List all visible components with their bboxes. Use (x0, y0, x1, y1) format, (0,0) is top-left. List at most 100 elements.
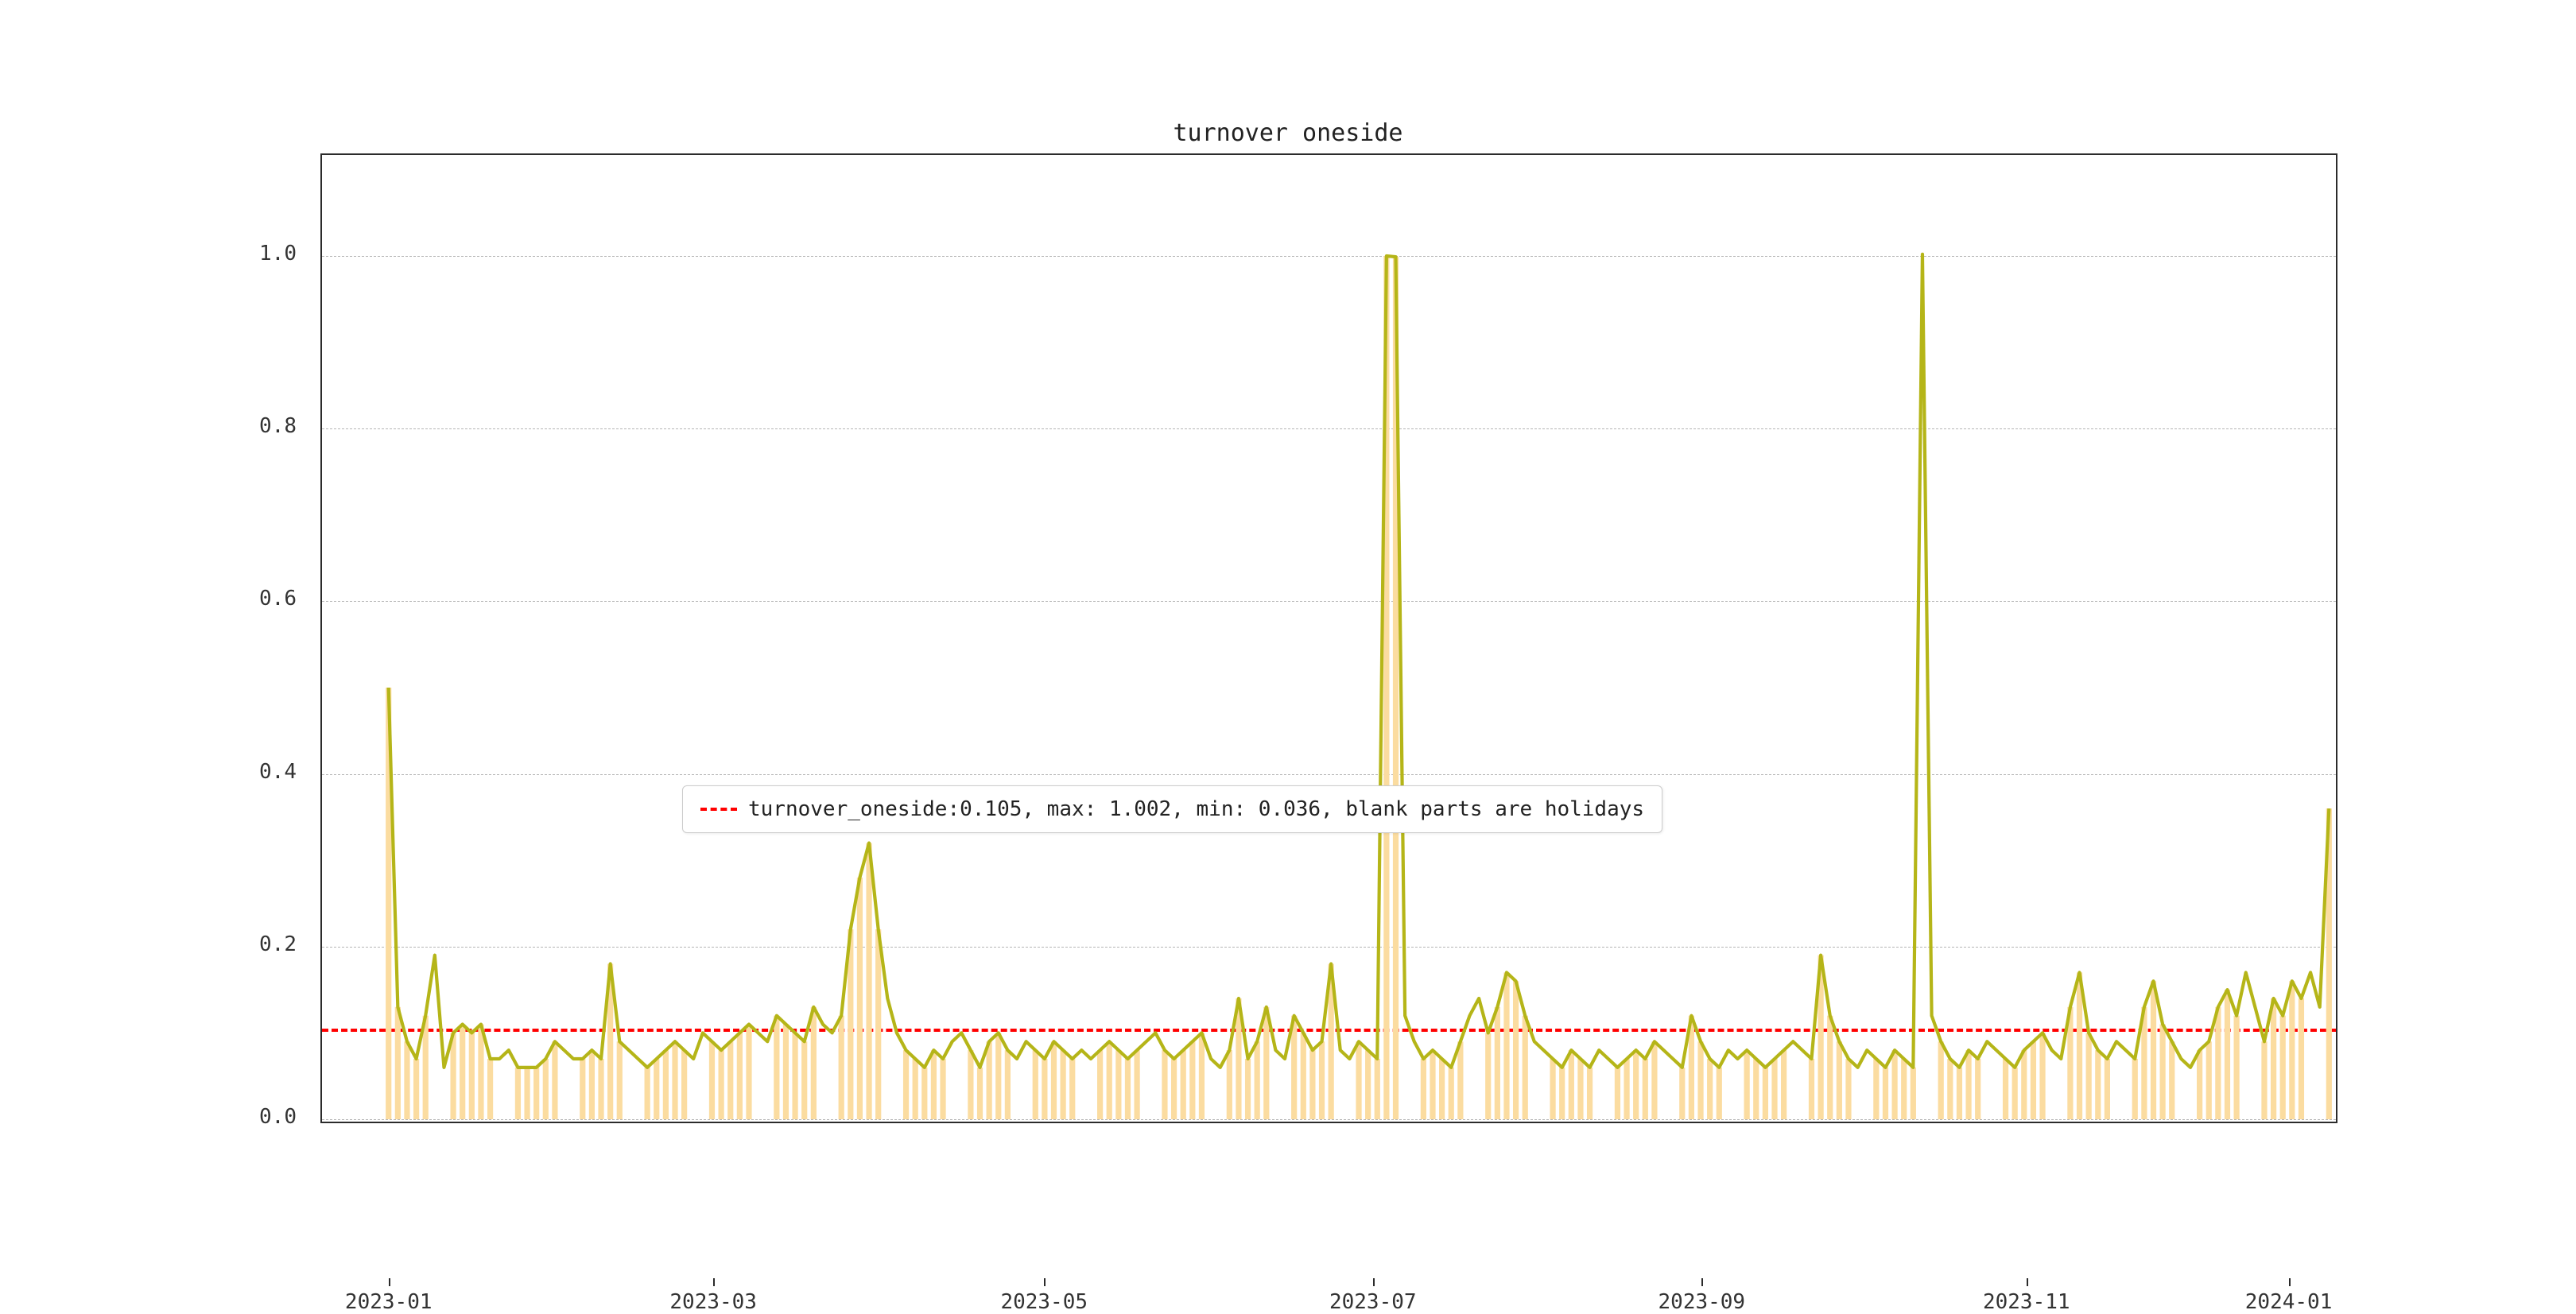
turnover-bar (580, 1059, 585, 1119)
turnover-bar (1873, 1059, 1879, 1119)
turnover-bar (1495, 1007, 1500, 1119)
turnover-bar (1503, 972, 1509, 1119)
turnover-bar (1911, 1068, 1916, 1119)
turnover-bar (1115, 1050, 1121, 1119)
turnover-bar (719, 1050, 724, 1119)
turnover-bar (2197, 1050, 2202, 1119)
turnover-bar (1301, 1033, 1306, 1119)
turnover-bar (2021, 1050, 2027, 1119)
turnover-bar (1679, 1068, 1685, 1119)
turnover-bar (681, 1050, 687, 1119)
turnover-bar (1125, 1059, 1131, 1119)
turnover-bar (1947, 1059, 1953, 1119)
turnover-bar (977, 1068, 983, 1119)
turnover-bar (1753, 1059, 1759, 1119)
turnover-bar (1771, 1059, 1777, 1119)
turnover-bar (1162, 1050, 1167, 1119)
turnover-bar (1845, 1059, 1851, 1119)
turnover-bar (1569, 1050, 1574, 1119)
turnover-bar (2215, 1007, 2221, 1119)
turnover-bar (1061, 1050, 1066, 1119)
turnover-bar (1365, 1050, 1371, 1119)
turnover-bar (2031, 1041, 2036, 1119)
turnover-bar (1181, 1050, 1186, 1119)
turnover-bar (589, 1050, 595, 1119)
turnover-bar (2151, 981, 2156, 1119)
turnover-bar (404, 1041, 409, 1119)
x-tick-label-2023-03: 2023-03 (669, 1290, 757, 1314)
turnover-bar (2086, 1033, 2092, 1119)
turnover-bar (801, 1041, 807, 1119)
turnover-bar (1069, 1059, 1075, 1119)
turnover-bar (774, 1016, 779, 1119)
turnover-bar (1643, 1059, 1648, 1119)
turnover-bar (1449, 1068, 1454, 1119)
turnover-bar (1430, 1050, 1435, 1119)
turnover-bar (1227, 1050, 1232, 1119)
turnover-bar (1651, 1041, 1657, 1119)
turnover-bar (1097, 1050, 1103, 1119)
turnover-bar (709, 1041, 715, 1119)
turnover-bar (1485, 1033, 1491, 1119)
turnover-bar (857, 878, 863, 1119)
turnover-bar (913, 1059, 918, 1119)
turnover-bar (2105, 1059, 2110, 1119)
turnover-bar (2206, 1041, 2212, 1119)
turnover-bar (2003, 1059, 2008, 1119)
y-tick-label-0.8: 0.8 (225, 414, 297, 438)
turnover-bar (2132, 1059, 2138, 1119)
turnover-bar (1356, 1041, 1361, 1119)
turnover-bar (737, 1033, 743, 1119)
turnover-bar (617, 1041, 623, 1119)
plot-area: 0.0 0.2 0.4 0.6 0.8 1.0 turnover_oneside:0.10… (320, 153, 2337, 1123)
turnover-bar (2095, 1050, 2101, 1119)
x-tick-mark (1044, 1278, 1046, 1286)
turnover-bar (487, 1059, 493, 1119)
turnover-bar (1375, 1059, 1380, 1119)
turnover-bar (2160, 1025, 2166, 1119)
turnover-bar (2289, 981, 2295, 1119)
turnover-bar (1883, 1068, 1888, 1119)
legend-text: turnover_oneside:0.105, max: 1.002, min:… (748, 797, 1644, 821)
x-tick-mark (1373, 1278, 1375, 1286)
turnover-bar (543, 1059, 549, 1119)
x-tick-mark (2289, 1278, 2291, 1286)
turnover-bar (1171, 1059, 1177, 1119)
legend-box: turnover_oneside:0.105, max: 1.002, min:… (682, 785, 1662, 833)
x-tick-label-2023-07: 2023-07 (1329, 1290, 1417, 1314)
turnover-bar (533, 1068, 539, 1119)
turnover-bar (524, 1068, 530, 1119)
turnover-bar (1577, 1059, 1583, 1119)
turnover-bar (2299, 998, 2304, 1119)
x-tick-mark (2027, 1278, 2028, 1286)
series-plot (322, 155, 2339, 1125)
turnover-bar (1134, 1050, 1139, 1119)
turnover-bar (1965, 1050, 1971, 1119)
turnover-bar (1421, 1059, 1426, 1119)
turnover-bar (515, 1068, 521, 1119)
turnover-bar (995, 1033, 1001, 1119)
legend-line-swatch (700, 808, 737, 811)
turnover-bar (1559, 1068, 1565, 1119)
turnover-bar (1033, 1050, 1038, 1119)
turnover-bar (2280, 1016, 2286, 1119)
turnover-bar (2169, 1041, 2174, 1119)
turnover-bar (2012, 1068, 2018, 1119)
turnover-bar (987, 1041, 992, 1119)
turnover-bar (2261, 1041, 2267, 1119)
turnover-bar (1901, 1059, 1907, 1119)
turnover-bar (413, 1059, 419, 1119)
turnover-bar (1633, 1050, 1639, 1119)
y-tick-label-0.4: 0.4 (225, 760, 297, 784)
turnover-bar (1763, 1068, 1768, 1119)
turnover-bar (1707, 1059, 1713, 1119)
turnover-bar (1439, 1059, 1445, 1119)
turnover-bar (968, 1050, 973, 1119)
turnover-bar (1809, 1059, 1814, 1119)
turnover-bar (1938, 1041, 1944, 1119)
turnover-bar (1255, 1041, 1260, 1119)
turnover-bar (1957, 1068, 1962, 1119)
turnover-bar (552, 1041, 557, 1119)
x-tick-mark (389, 1278, 390, 1286)
turnover-bar (1005, 1050, 1011, 1119)
